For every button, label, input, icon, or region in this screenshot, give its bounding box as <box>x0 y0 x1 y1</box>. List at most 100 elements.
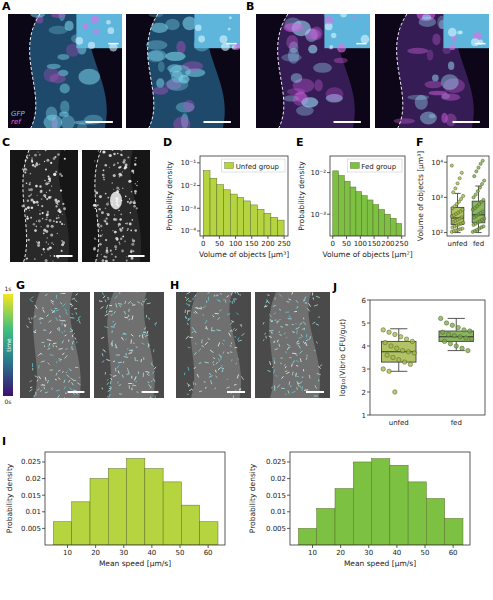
track <box>304 389 308 391</box>
track <box>42 342 45 343</box>
bacterium <box>127 156 129 158</box>
track <box>57 395 59 398</box>
track <box>271 332 273 334</box>
data-point <box>381 367 385 371</box>
category-label: unfed <box>389 419 409 427</box>
bacterium <box>28 239 30 241</box>
data-point <box>466 348 470 352</box>
track <box>142 301 145 302</box>
x-tick-label: 50 <box>176 549 185 557</box>
inset-spot <box>353 16 356 19</box>
histogram-bar <box>244 201 251 236</box>
track <box>65 334 67 336</box>
track <box>280 363 282 365</box>
bacterium <box>109 154 112 157</box>
data-point <box>458 335 462 339</box>
bacterium <box>51 225 54 228</box>
y-tick <box>367 392 370 393</box>
track <box>71 346 72 349</box>
track <box>73 333 74 334</box>
track <box>37 388 39 390</box>
track <box>54 310 56 313</box>
track <box>238 340 242 341</box>
bacterium <box>54 156 56 158</box>
bacterium <box>125 163 128 166</box>
track <box>151 380 152 382</box>
micrograph <box>10 150 78 262</box>
fluorescence <box>313 63 332 73</box>
track <box>59 359 62 360</box>
y-tick-label: 3 <box>362 366 366 374</box>
track <box>205 387 207 389</box>
bacterium <box>117 162 119 164</box>
data-point <box>404 337 408 341</box>
x-tick <box>95 545 96 548</box>
track <box>313 297 314 299</box>
whisker-cap <box>448 318 465 319</box>
panel-letter: D <box>163 136 172 149</box>
gut-outline <box>23 150 29 262</box>
track <box>306 355 307 357</box>
gut-outline <box>278 14 288 128</box>
track <box>209 373 210 375</box>
track <box>123 333 126 334</box>
bacterium <box>121 155 123 157</box>
bacterium <box>37 195 38 196</box>
bacterium <box>119 166 121 168</box>
histogram-bar <box>445 518 463 545</box>
track <box>297 341 299 343</box>
track <box>47 380 48 383</box>
track <box>287 344 290 346</box>
track <box>118 362 122 364</box>
track <box>237 358 238 359</box>
y-tick <box>367 369 370 370</box>
track <box>226 387 229 388</box>
track <box>67 374 70 377</box>
whisker-cap <box>475 232 481 233</box>
data-point <box>481 210 484 213</box>
track <box>65 324 66 327</box>
data-point <box>462 194 465 197</box>
track <box>303 300 305 301</box>
bacterium <box>115 256 117 258</box>
track <box>212 330 215 331</box>
bacterium <box>64 158 66 160</box>
track <box>279 294 282 297</box>
track <box>296 327 300 329</box>
track <box>40 322 41 324</box>
track <box>124 357 128 358</box>
track <box>279 331 280 333</box>
bacterium <box>130 249 133 252</box>
histogram-bar <box>224 190 231 236</box>
track <box>216 362 218 364</box>
track <box>297 306 299 308</box>
track <box>124 311 126 314</box>
track <box>194 295 196 298</box>
track <box>295 323 296 325</box>
track <box>141 303 143 305</box>
track <box>131 334 133 336</box>
bacterium <box>133 201 136 204</box>
bacterium <box>46 219 47 220</box>
y-tick-label: 0.015 <box>21 492 41 500</box>
track <box>264 333 266 334</box>
y-tick-label: 0.02 <box>25 475 41 483</box>
track <box>208 292 210 294</box>
track <box>128 319 130 320</box>
track <box>58 370 60 371</box>
bacterium <box>46 198 48 200</box>
track <box>136 346 138 347</box>
bacterium <box>114 245 117 248</box>
track <box>64 309 66 311</box>
x-tick-label: 150 <box>367 240 380 248</box>
track <box>77 383 80 385</box>
bacterium <box>121 150 123 151</box>
track <box>230 330 232 331</box>
data-point <box>400 348 404 352</box>
track <box>316 324 319 325</box>
track <box>35 392 36 396</box>
bacterium <box>111 182 113 184</box>
y-tick <box>197 185 200 186</box>
track <box>220 310 221 312</box>
track <box>55 346 57 348</box>
